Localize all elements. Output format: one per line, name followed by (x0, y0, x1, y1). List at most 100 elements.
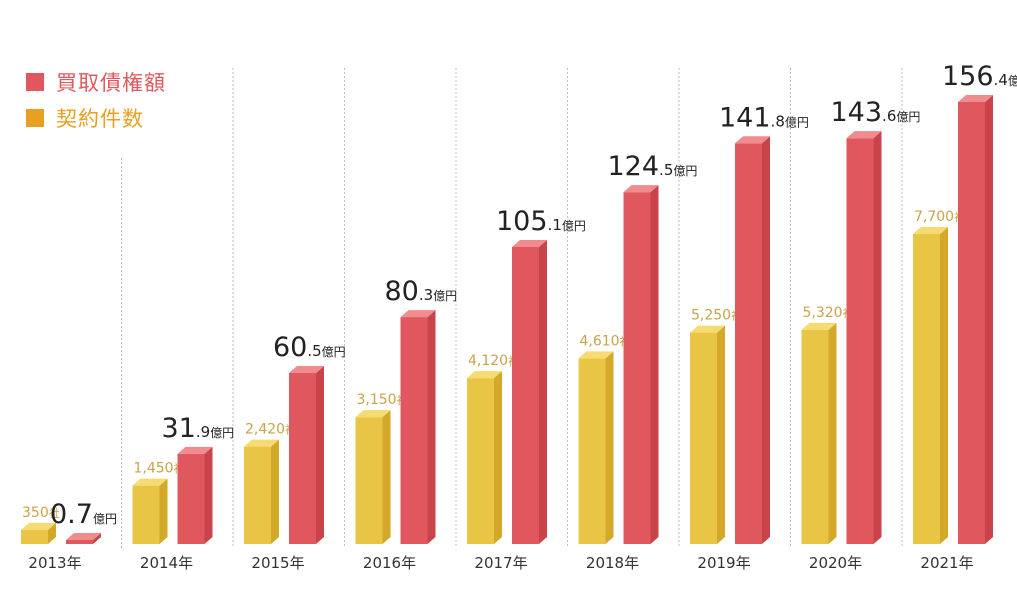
label-contracts-value: 4,610 (580, 333, 620, 349)
label-amount-integer: 141 (719, 102, 771, 133)
label-amount-decimal: .8 (771, 112, 785, 130)
x-tick-label: 2014年 (140, 554, 193, 572)
bar-contracts-front (132, 485, 160, 544)
label-contracts-value: 4,120 (468, 353, 508, 369)
label-amount-integer: 105 (496, 206, 548, 237)
label-amount-decimal: .4 (994, 71, 1008, 89)
bar-amount-top (512, 239, 547, 247)
bar-amount-side (204, 446, 213, 544)
bar-contracts-side (271, 439, 279, 544)
label-amount: 80.3億円 (385, 276, 458, 307)
bar-contracts (690, 325, 725, 544)
bar-contracts-top (913, 227, 948, 234)
legend-item-contract-count: 契約件数 (26, 100, 166, 136)
bar-amount-top (735, 136, 770, 144)
bar-contracts-front (578, 358, 606, 544)
x-tick-label: 2019年 (697, 554, 750, 572)
label-amount-integer: 156 (942, 61, 994, 92)
bar-amount-side (873, 131, 882, 544)
bar-amount (958, 95, 993, 544)
label-amount-decimal: .1 (548, 216, 562, 234)
x-tick-label: 2020年 (809, 554, 862, 572)
legend-swatch-red (26, 73, 44, 91)
bar-amount-side (93, 533, 101, 544)
bar-amount-side (427, 310, 436, 544)
label-amount-integer: 0.7 (50, 499, 93, 530)
bar-contracts (21, 522, 56, 544)
label-contracts-value: 5,250 (691, 308, 731, 324)
bar-contracts-front (355, 417, 383, 544)
label-amount-decimal: .9 (196, 423, 210, 441)
bar-amount-front (512, 246, 539, 544)
label-amount-unit: 億円 (322, 345, 346, 359)
bar-amount-front (958, 102, 985, 544)
bar-contracts-side (828, 322, 837, 544)
label-contracts: 2,420社 (245, 422, 296, 438)
bar-amount-front (289, 373, 316, 544)
bar-contracts-top (690, 325, 725, 333)
bar-contracts-side (48, 522, 56, 544)
label-amount-decimal: .6 (882, 107, 896, 125)
label-contracts-value: 7,700 (914, 209, 954, 225)
bar-amount-top (66, 533, 101, 540)
x-tick-label: 2016年 (363, 554, 416, 572)
bar-contracts-side (382, 410, 391, 544)
label-amount-unit: 億円 (1008, 74, 1017, 88)
bar-amount (623, 185, 659, 545)
bar-contracts-top (578, 351, 614, 359)
label-amount: 60.5億円 (273, 332, 346, 363)
bar-contracts (132, 478, 168, 544)
label-contracts-value: 350 (22, 505, 49, 521)
label-amount: 105.1億円 (496, 206, 586, 237)
label-contracts: 4,120社 (468, 353, 519, 369)
label-amount-decimal: .3 (419, 286, 433, 304)
legend-swatch-yellow (26, 109, 44, 127)
label-contracts-unit: 社 (49, 506, 60, 520)
x-tick-label: 2015年 (251, 554, 304, 572)
bar-amount-top (289, 366, 324, 374)
bar-contracts (801, 322, 837, 544)
bar-contracts-side (717, 325, 725, 544)
bar-amount (846, 131, 882, 544)
bar-amount (400, 310, 436, 544)
bar-contracts-front (21, 529, 48, 544)
bar-amount (735, 136, 770, 544)
x-tick-label: 2013年 (28, 554, 81, 572)
label-amount-decimal: .5 (307, 342, 321, 360)
bar-contracts-front (467, 378, 494, 544)
bar-contracts (355, 410, 391, 544)
label-contracts: 4,610社 (580, 333, 631, 349)
label-contracts-value: 5,320 (803, 305, 843, 321)
bar-amount (512, 239, 547, 544)
bar-contracts (913, 227, 948, 544)
label-amount-integer: 143 (831, 97, 883, 128)
bar-contracts-front (913, 234, 940, 544)
bar-amount-top (177, 446, 213, 454)
bar-amount-front (66, 540, 93, 544)
label-contracts: 1,450社 (134, 461, 185, 477)
bar-contracts-top (244, 439, 279, 447)
label-amount-integer: 31 (162, 413, 196, 444)
bar-contracts (467, 371, 502, 544)
x-tick-label: 2018年 (586, 554, 639, 572)
label-contracts-value: 3,150 (357, 392, 397, 408)
label-amount-unit: 億円 (673, 164, 697, 178)
bar-contracts (244, 439, 279, 544)
label-amount-integer: 80 (385, 276, 419, 307)
bar-amount-side (650, 185, 659, 545)
x-tick-label: 2021年 (920, 554, 973, 572)
x-tick-label: 2017年 (474, 554, 527, 572)
bar-contracts-side (494, 371, 502, 544)
label-amount: 156.4億円 (942, 61, 1017, 92)
label-contracts-value: 1,450 (134, 461, 174, 477)
bar-amount-top (958, 95, 993, 102)
bar-amount-side (539, 239, 547, 544)
label-amount: 143.6億円 (831, 97, 921, 128)
label-amount: 31.9億円 (162, 413, 235, 444)
bar-contracts-top (467, 371, 502, 379)
label-amount-unit: 億円 (433, 289, 457, 303)
bar-contracts-side (940, 227, 948, 544)
label-contracts: 7,700社 (914, 209, 965, 225)
label-amount-unit: 億円 (785, 115, 809, 129)
